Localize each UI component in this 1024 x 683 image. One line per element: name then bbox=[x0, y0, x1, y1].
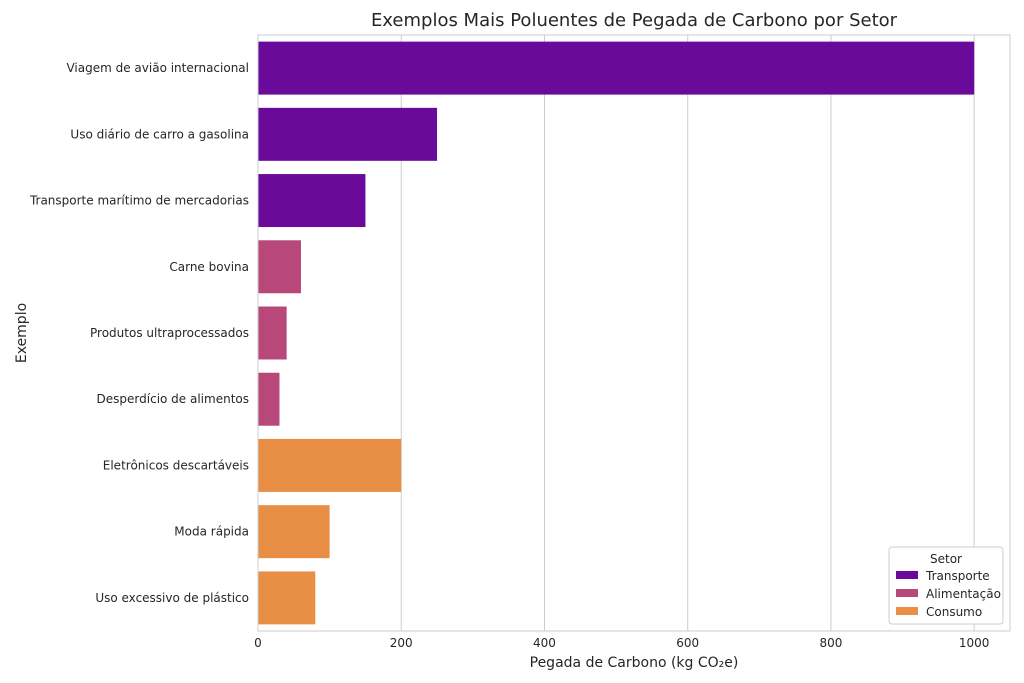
legend-label: Transporte bbox=[925, 569, 990, 583]
y-tick-labels: Viagem de avião internacional Uso diário … bbox=[29, 61, 249, 605]
x-tick-label: 800 bbox=[819, 636, 842, 650]
y-tick-label: Desperdício de alimentos bbox=[97, 392, 249, 406]
bar bbox=[258, 306, 287, 360]
x-tick-label: 600 bbox=[676, 636, 699, 650]
x-tick-label: 1000 bbox=[959, 636, 990, 650]
x-tick-label: 400 bbox=[533, 636, 556, 650]
y-tick-label: Viagem de avião internacional bbox=[66, 61, 249, 75]
y-tick-label: Eletrônicos descartáveis bbox=[103, 458, 249, 472]
x-tick-label: 0 bbox=[254, 636, 262, 650]
bar bbox=[258, 505, 330, 559]
y-tick-label: Produtos ultraprocessados bbox=[90, 326, 249, 340]
legend-swatch bbox=[896, 607, 918, 615]
legend-swatch bbox=[896, 571, 918, 579]
legend: Setor Transporte Alimentação Consumo bbox=[888, 546, 1004, 625]
bar bbox=[258, 107, 438, 161]
y-axis-label: Exemplo bbox=[14, 303, 30, 363]
legend-swatch bbox=[896, 589, 918, 597]
legend-label: Alimentação bbox=[926, 587, 1001, 601]
bar bbox=[258, 240, 301, 294]
y-tick-label: Transporte marítimo de mercadorias bbox=[29, 194, 249, 208]
x-tick-labels: 0 200 400 600 800 1000 bbox=[254, 636, 989, 650]
x-tick-label: 200 bbox=[390, 636, 413, 650]
legend-label: Consumo bbox=[926, 605, 982, 619]
y-tick-label: Moda rápida bbox=[174, 525, 249, 539]
y-tick-label: Carne bovina bbox=[169, 260, 249, 274]
y-tick-label: Uso diário de carro a gasolina bbox=[70, 127, 249, 141]
bars bbox=[258, 41, 975, 625]
plot-frame bbox=[257, 34, 1011, 632]
bar bbox=[258, 372, 280, 426]
x-axis-label: Pegada de Carbono (kg CO₂e) bbox=[530, 655, 739, 671]
bar bbox=[258, 174, 366, 228]
bar bbox=[258, 438, 402, 492]
legend-entries: Transporte Alimentação Consumo bbox=[896, 569, 1001, 619]
legend-title: Setor bbox=[930, 552, 962, 566]
bar bbox=[258, 571, 316, 625]
bar bbox=[258, 41, 975, 95]
legend-box bbox=[888, 546, 1004, 625]
chart-title: Exemplos Mais Poluentes de Pegada de Car… bbox=[371, 10, 898, 31]
y-tick-label: Uso excessivo de plástico bbox=[95, 591, 249, 605]
